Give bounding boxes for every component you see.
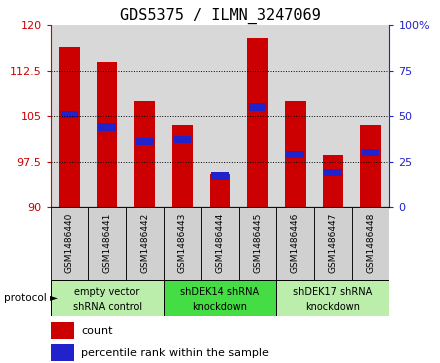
Bar bbox=[314, 207, 352, 280]
Text: percentile rank within the sample: percentile rank within the sample bbox=[81, 347, 269, 358]
Bar bbox=[88, 207, 126, 280]
Bar bbox=[59, 46, 80, 207]
Text: shRNA control: shRNA control bbox=[73, 302, 142, 312]
Bar bbox=[51, 280, 164, 316]
Bar bbox=[164, 207, 201, 280]
Bar bbox=[51, 25, 88, 207]
Bar bbox=[239, 207, 276, 280]
Bar bbox=[362, 149, 379, 156]
Bar bbox=[126, 25, 164, 207]
Text: shDEK14 shRNA: shDEK14 shRNA bbox=[180, 287, 260, 297]
Bar bbox=[88, 25, 126, 207]
Bar bbox=[172, 125, 193, 207]
Bar bbox=[173, 136, 191, 143]
Bar bbox=[276, 207, 314, 280]
Bar bbox=[352, 25, 389, 207]
Bar bbox=[201, 25, 239, 207]
Bar bbox=[61, 111, 78, 118]
Text: GSM1486440: GSM1486440 bbox=[65, 213, 74, 273]
Text: empty vector: empty vector bbox=[74, 287, 140, 297]
Bar bbox=[314, 25, 352, 207]
Bar bbox=[324, 169, 342, 176]
Text: GSM1486443: GSM1486443 bbox=[178, 213, 187, 273]
Bar bbox=[164, 280, 276, 316]
Bar bbox=[352, 207, 389, 280]
Bar bbox=[51, 207, 88, 280]
Bar bbox=[209, 174, 231, 207]
Bar bbox=[98, 123, 116, 131]
Bar bbox=[286, 151, 304, 158]
Bar bbox=[201, 207, 239, 280]
Text: GSM1486446: GSM1486446 bbox=[291, 213, 300, 273]
Bar bbox=[276, 25, 314, 207]
Text: GSM1486448: GSM1486448 bbox=[366, 213, 375, 273]
Text: count: count bbox=[81, 326, 113, 336]
Bar bbox=[126, 207, 164, 280]
Bar bbox=[360, 125, 381, 207]
Bar bbox=[164, 25, 201, 207]
Text: knockdown: knockdown bbox=[193, 302, 247, 312]
Text: GSM1486444: GSM1486444 bbox=[216, 213, 224, 273]
Text: protocol ►: protocol ► bbox=[4, 293, 59, 303]
Text: GSM1486442: GSM1486442 bbox=[140, 213, 149, 273]
Bar bbox=[51, 344, 74, 361]
Bar bbox=[247, 37, 268, 207]
Bar bbox=[51, 322, 74, 339]
Title: GDS5375 / ILMN_3247069: GDS5375 / ILMN_3247069 bbox=[120, 8, 320, 24]
Bar bbox=[285, 101, 306, 207]
Bar bbox=[323, 155, 343, 207]
Bar bbox=[239, 25, 276, 207]
Text: GSM1486445: GSM1486445 bbox=[253, 213, 262, 273]
Text: GSM1486447: GSM1486447 bbox=[328, 213, 337, 273]
Bar bbox=[134, 101, 155, 207]
Text: GSM1486441: GSM1486441 bbox=[103, 213, 112, 273]
Bar bbox=[211, 172, 229, 180]
Text: shDEK17 shRNA: shDEK17 shRNA bbox=[293, 287, 373, 297]
Bar bbox=[136, 138, 154, 145]
Text: knockdown: knockdown bbox=[305, 302, 360, 312]
Bar bbox=[97, 62, 117, 207]
Bar bbox=[276, 280, 389, 316]
Bar bbox=[249, 103, 267, 111]
